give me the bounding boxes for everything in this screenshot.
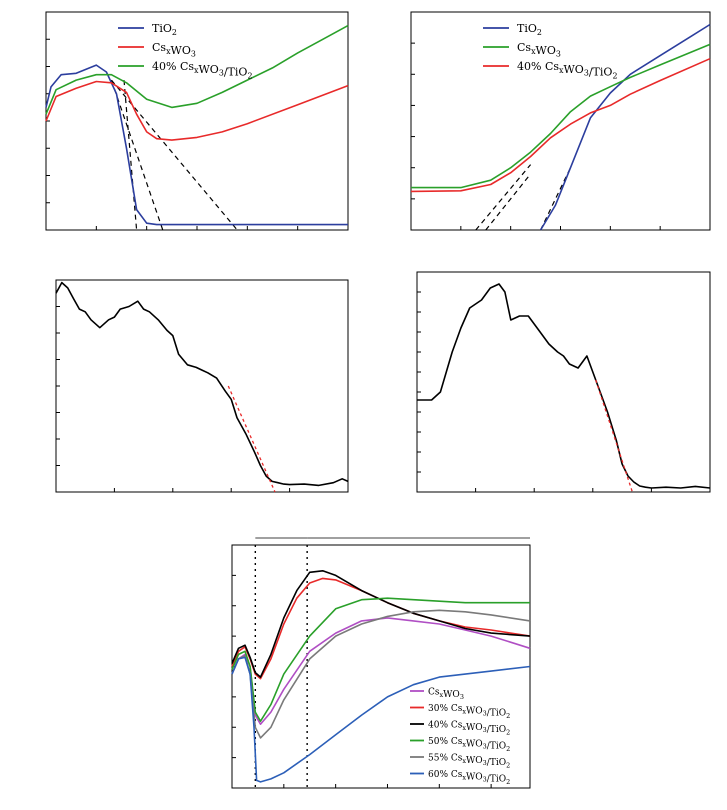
panel-d-xps-valence-chart [416, 271, 711, 493]
legend-label: 40% CsxWO3/TiO2 [517, 60, 617, 80]
legend-label: CsxWO3 [517, 41, 561, 59]
tangent-line [123, 80, 138, 231]
series-line-0 [539, 23, 711, 231]
legend-label: TiO2 [152, 22, 177, 37]
series-line-1 [231, 577, 531, 680]
legend-label: 40% CsxWO3/TiO2 [152, 60, 252, 80]
legend-label: CsxWO3 [428, 688, 464, 702]
vb-tangent-line [595, 379, 633, 493]
legend-label: CsxWO3 [152, 41, 196, 59]
panel-c-xps-valence-chart [55, 279, 349, 493]
plot-frame [45, 11, 349, 231]
tangent-line [485, 173, 532, 231]
plot-frame [55, 279, 349, 493]
series-line-1 [45, 80, 349, 141]
plot-frame [410, 11, 711, 231]
series-line-0 [417, 283, 711, 489]
legend-label: 55% CsxWO3/TiO2 [428, 754, 510, 770]
tangent-line [110, 79, 238, 231]
vb-tangent-line [227, 385, 276, 493]
legend-label: TiO2 [517, 22, 542, 37]
legend-label: 60% CsxWO3/TiO2 [428, 770, 510, 786]
series-line-2 [231, 570, 531, 678]
series-line-1 [411, 43, 711, 189]
series-line-0 [45, 64, 348, 226]
series-line-5 [231, 656, 531, 783]
tangent-line [475, 164, 532, 231]
legend-label: 50% CsxWO3/TiO2 [428, 737, 510, 753]
legend-label: 30% CsxWO3/TiO2 [428, 704, 510, 720]
series-line-3 [231, 597, 530, 722]
series-line-2 [410, 57, 711, 193]
series-line-2 [45, 24, 349, 115]
plot-frame [231, 544, 531, 789]
plot-frame [416, 271, 711, 493]
series-line-0 [55, 281, 349, 487]
legend-label: 40% CsxWO3/TiO2 [428, 721, 510, 737]
